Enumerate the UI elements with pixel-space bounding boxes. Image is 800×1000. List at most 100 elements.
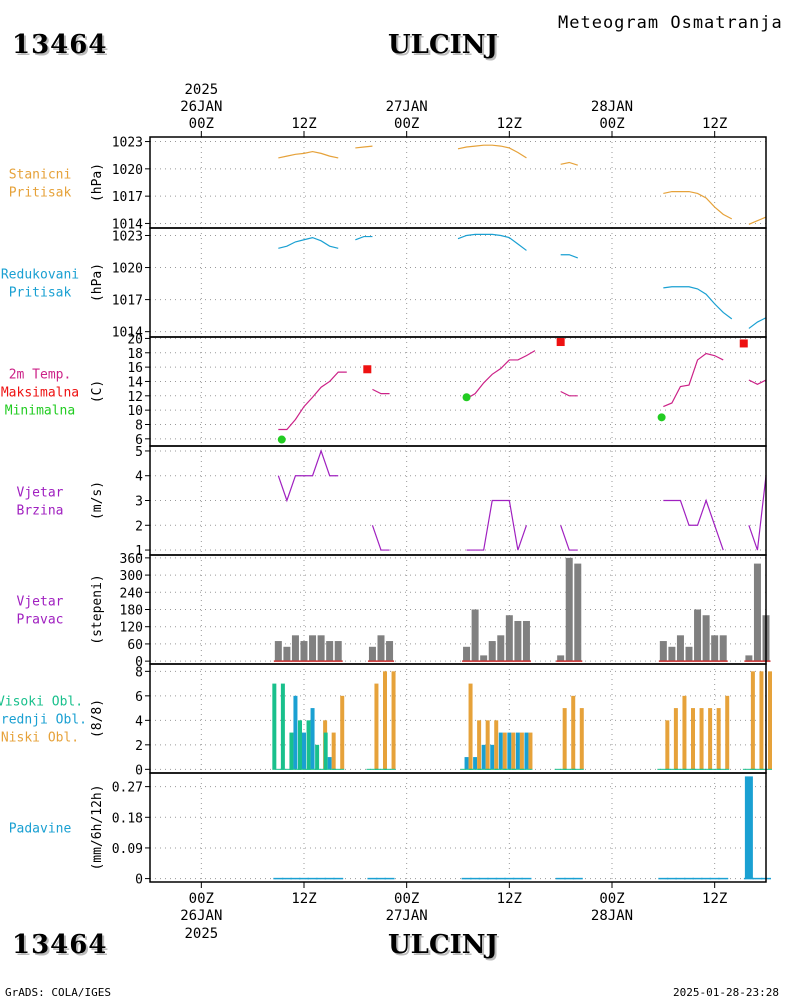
x-tick-label-top: 12Z: [497, 116, 522, 132]
date-label-top: 26JAN: [180, 99, 222, 115]
series-line: [457, 144, 527, 159]
series-line: [748, 317, 767, 329]
panel-label: Niski Obl.: [1, 731, 79, 746]
y-tick-label: 18: [127, 347, 143, 362]
min-temp-marker: [462, 393, 471, 402]
series-line: [355, 235, 373, 241]
wind-direction-bar: [488, 641, 496, 662]
x-tick-label-bottom: 00Z: [189, 891, 214, 907]
wind-direction-bar: [522, 620, 530, 662]
x-tick-label-top: 00Z: [189, 116, 214, 132]
y-tick-label: 1017: [112, 190, 143, 205]
cloud-bar: [473, 757, 478, 770]
panel-frame: [149, 136, 767, 229]
y-tick-label: 240: [120, 586, 143, 601]
cloud-bar: [310, 708, 315, 770]
cloud-bar: [374, 683, 379, 770]
y-tick-label: 0.27: [112, 781, 143, 796]
generated-timestamp: 2025-01-28-23:28: [673, 986, 779, 999]
date-label-bottom: 26JAN: [180, 908, 222, 924]
y-tick-label: 120: [120, 621, 143, 636]
cloud-bar: [280, 683, 285, 770]
wind-direction-bar: [283, 646, 291, 662]
wind-direction-bar: [702, 615, 710, 662]
series-line: [748, 379, 767, 386]
wind-direction-bar: [565, 557, 573, 662]
y-tick-label: 8: [135, 665, 143, 680]
x-tick-label-top: 00Z: [599, 116, 624, 132]
wind-direction-bar: [711, 635, 719, 662]
wind-direction-bar: [745, 655, 753, 662]
panel-label: Stanicni: [9, 168, 72, 183]
y-tick-label: 1020: [112, 262, 143, 277]
y-tick-label: 5: [135, 445, 143, 460]
panel-label: 2m Temp.: [9, 368, 72, 383]
cloud-bar: [768, 671, 772, 770]
cloud-bar: [519, 732, 524, 770]
date-label-top: 28JAN: [591, 99, 633, 115]
wind-direction-bar: [368, 646, 376, 662]
cloud-bar: [498, 732, 503, 770]
x-tick-label-top: 00Z: [394, 116, 419, 132]
y-tick-label: 8: [135, 418, 143, 433]
y-tick-label: 0.18: [112, 811, 143, 826]
wind-direction-bar: [480, 655, 488, 662]
y-tick-label: 1023: [112, 229, 143, 244]
x-tick-label-top: 12Z: [291, 116, 316, 132]
wind-direction-bar: [719, 635, 727, 662]
precip-bar: [744, 776, 753, 879]
wind-direction-bar: [463, 646, 471, 662]
cloud-bar: [302, 732, 306, 770]
x-tick-label-bottom: 12Z: [702, 891, 727, 907]
wind-direction-bar: [471, 609, 479, 662]
wind-direction-bar: [668, 646, 676, 662]
cloud-bar: [515, 732, 520, 770]
cloud-bar: [485, 720, 490, 770]
cloud-bar: [673, 708, 678, 770]
x-tick-label-bottom: 12Z: [497, 891, 522, 907]
panel-label: Brzina: [17, 504, 64, 519]
cloud-bar: [272, 683, 277, 770]
cloud-bar: [524, 732, 529, 770]
date-label-top: 27JAN: [386, 99, 428, 115]
wind-direction-bar: [300, 641, 308, 662]
max-temp-marker: [739, 339, 748, 348]
grads-credit: GrADS: COLA/IGES: [5, 986, 111, 999]
series-line: [466, 499, 528, 551]
panel-label: Pritisak: [9, 286, 72, 301]
wind-direction-bar: [676, 635, 684, 662]
series-line: [277, 449, 339, 503]
y-tick-label: 16: [127, 361, 143, 376]
cloud-bar: [699, 708, 704, 770]
cloud-bar: [481, 744, 486, 770]
panel-label: Visoki Obl.: [0, 695, 83, 710]
wind-direction-bar: [317, 635, 325, 662]
y-axis-unit: (hPa): [90, 163, 105, 202]
y-tick-label: 20: [127, 332, 143, 347]
cloud-bar: [468, 683, 473, 770]
series-line: [466, 350, 536, 400]
series-line: [560, 525, 578, 551]
cloud-bar: [528, 732, 533, 770]
y-axis-unit: (stepeni): [90, 574, 105, 644]
wind-direction-bar: [377, 635, 385, 662]
wind-direction-bar: [326, 641, 334, 662]
y-tick-label: 6: [135, 690, 143, 705]
panel-frame: [149, 227, 767, 338]
y-tick-label: 0: [135, 763, 143, 778]
station-id-top: 13464: [12, 30, 108, 60]
wind-direction-bar: [309, 635, 317, 662]
y-tick-label: 2: [135, 739, 143, 754]
panel-frame: [149, 663, 767, 774]
wind-direction-bar: [497, 635, 505, 662]
series-line: [278, 371, 347, 431]
cloud-bar: [331, 732, 336, 770]
series-line: [355, 145, 373, 149]
panel-label: Vjetar: [17, 486, 64, 501]
year-label-bottom: 2025: [184, 926, 218, 942]
date-label-bottom: 28JAN: [591, 908, 633, 924]
series-line: [560, 254, 578, 259]
wind-direction-bar: [505, 615, 513, 662]
y-tick-label: 1014: [112, 217, 143, 232]
